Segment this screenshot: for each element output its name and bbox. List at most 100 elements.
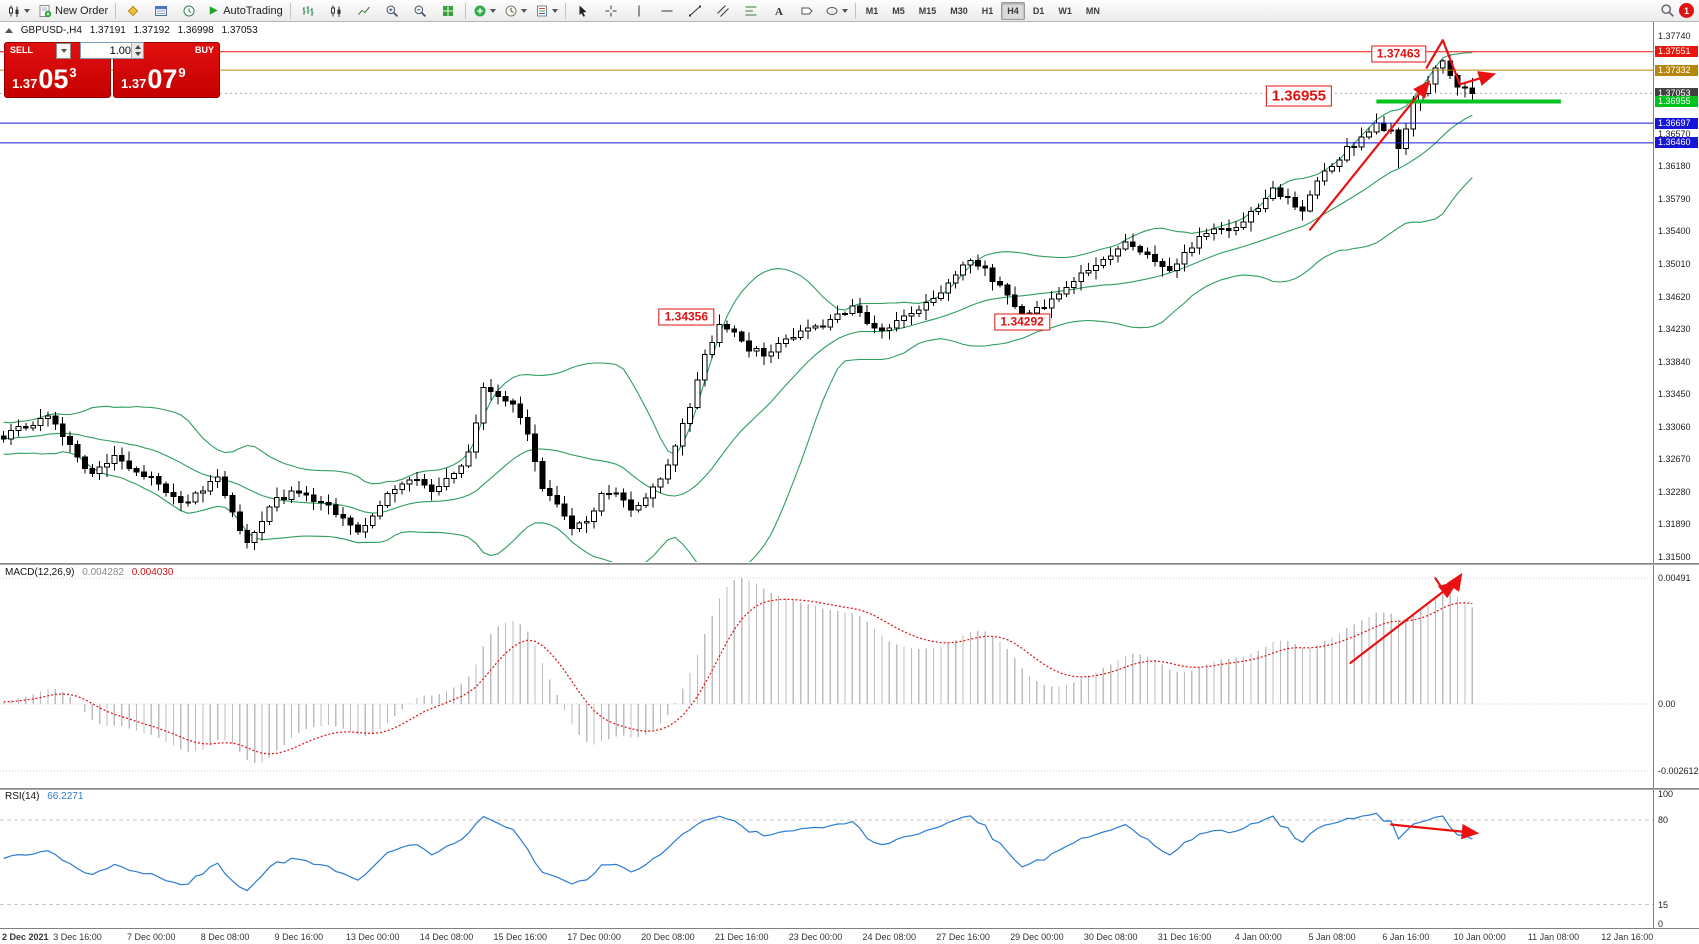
volume-input[interactable] (81, 43, 133, 58)
periods-button[interactable] (500, 0, 531, 21)
crosshair-icon (604, 4, 618, 18)
cursor-icon (576, 4, 590, 18)
buy-price-big: 07 (147, 64, 178, 94)
sell-price-sup: 3 (69, 65, 77, 80)
label-tool-button[interactable] (793, 0, 821, 21)
fibonacci-tool-button[interactable] (737, 0, 765, 21)
cursor-tool-button[interactable] (569, 0, 597, 21)
line-chart-button[interactable] (350, 0, 378, 21)
timeframe-button-m1[interactable]: M1 (865, 5, 879, 16)
timeframe-group: M1 M5 M15 M30 H1 H4 D1 W1 MN (859, 1, 1107, 20)
bar-chart-icon (301, 4, 315, 18)
indicators-icon (473, 4, 487, 18)
text-tool-button[interactable]: A (765, 0, 793, 21)
metaeditor-icon (126, 4, 140, 18)
strategy-tester-icon (182, 4, 196, 18)
bollinger-upper-band (3, 52, 1473, 485)
autotrading-button[interactable]: AutoTrading (203, 0, 287, 21)
text-icon: A (772, 4, 786, 18)
toolbar-separator (464, 2, 466, 19)
crosshair-tool-button[interactable] (597, 0, 625, 21)
buy-price: 1.37 07 9 (121, 65, 186, 93)
timeframe-button-h4[interactable]: H4 (1001, 1, 1025, 20)
sell-price: 1.37 05 3 (12, 65, 77, 93)
autotrading-label: AutoTrading (223, 4, 283, 17)
rsi-value: 66.2271 (47, 791, 84, 802)
sell-price-small: 1.37 (12, 76, 38, 91)
macd-signal-value: 0.004030 (131, 567, 174, 578)
notification-badge[interactable]: 1 (1679, 3, 1694, 18)
spin-up-icon[interactable] (131, 43, 143, 51)
timeframe-button-m30[interactable]: M30 (950, 5, 968, 16)
sell-caption: SELL (10, 45, 34, 55)
terminal-button[interactable] (147, 0, 175, 21)
macd-indicator-header[interactable]: MACD(12,26,9) 0.004282 0.004030 (5, 567, 178, 578)
ohlc-close: 1.37053 (221, 25, 258, 36)
ohlc-open: 1.37191 (89, 25, 126, 36)
strategy-tester-button[interactable] (175, 0, 203, 21)
line-chart-icon (357, 4, 371, 18)
trend-arrow-main-1[interactable] (1308, 80, 1431, 231)
main-price-panel[interactable] (0, 39, 1653, 581)
shapes-tool-button[interactable] (821, 0, 852, 21)
toolbar-separator (289, 2, 291, 19)
horizontal-line-icon (660, 4, 674, 18)
chevron-down-icon (841, 8, 848, 13)
indicators-button[interactable] (469, 0, 500, 21)
candlestick-chart-button[interactable] (322, 0, 350, 21)
timeframe-button-m5[interactable]: M5 (892, 5, 905, 16)
one-click-toggle-icon[interactable] (5, 27, 13, 33)
ohlc-low: 1.36998 (177, 25, 214, 36)
periods-clock-icon (504, 4, 518, 18)
new-order-icon (38, 4, 52, 18)
rsi-line (3, 812, 1473, 892)
macd-label: MACD(12,26,9) (5, 567, 75, 578)
bar-chart-button[interactable] (294, 0, 322, 21)
buy-price-sup: 9 (178, 65, 186, 80)
volume-spinner[interactable] (131, 43, 143, 58)
tile-windows-button[interactable] (434, 0, 462, 21)
zoom-out-icon (413, 4, 427, 18)
shapes-icon (825, 4, 839, 18)
vertical-line-tool-button[interactable] (625, 0, 653, 21)
new-order-label: New Order (55, 4, 109, 17)
trend-arrow-main-2[interactable] (1425, 39, 1497, 86)
trend-arrow-rsi-1[interactable] (1389, 823, 1480, 840)
one-click-options-dropdown[interactable] (56, 43, 71, 59)
ohlc-high: 1.37192 (133, 25, 170, 36)
rsi-panel[interactable] (0, 812, 1653, 905)
fibonacci-icon (744, 4, 758, 18)
metaeditor-button[interactable] (119, 0, 147, 21)
volume-field (80, 42, 144, 59)
tile-windows-icon (441, 4, 455, 18)
channel-tool-button[interactable] (709, 0, 737, 21)
timeframe-button-m15[interactable]: M15 (918, 5, 937, 16)
trend-arrow-macd-2[interactable] (1434, 572, 1463, 598)
macd-signal-line (3, 598, 1473, 755)
templates-button[interactable] (531, 0, 562, 21)
macd-main-value: 0.004282 (82, 567, 124, 578)
timeframe-button-d1[interactable]: D1 (1032, 5, 1045, 16)
channel-icon (716, 4, 730, 18)
spin-down-icon[interactable] (131, 50, 143, 58)
new-order-button[interactable]: New Order (34, 0, 112, 21)
search-icon[interactable] (1660, 3, 1675, 18)
toolbar-separator (115, 2, 117, 19)
horizontal-line-tool-button[interactable] (653, 0, 681, 21)
rsi-indicator-header[interactable]: RSI(14) 66.2271 (5, 791, 88, 802)
svg-text:A: A (775, 6, 783, 18)
timeframe-button-mn[interactable]: MN (1085, 5, 1100, 16)
sell-price-big: 05 (38, 64, 69, 94)
zoom-in-button[interactable] (378, 0, 406, 21)
macd-panel[interactable] (0, 572, 1653, 772)
timeframe-button-w1[interactable]: W1 (1058, 5, 1072, 16)
trendline-tool-button[interactable] (681, 0, 709, 21)
chevron-down-icon (60, 49, 67, 53)
zoom-out-button[interactable] (406, 0, 434, 21)
candlestick-chart-icon (329, 4, 343, 18)
new-chart-button[interactable] (3, 0, 34, 21)
trend-arrow-macd-1[interactable] (1349, 581, 1457, 665)
timeframe-button-h1[interactable]: H1 (981, 5, 994, 16)
